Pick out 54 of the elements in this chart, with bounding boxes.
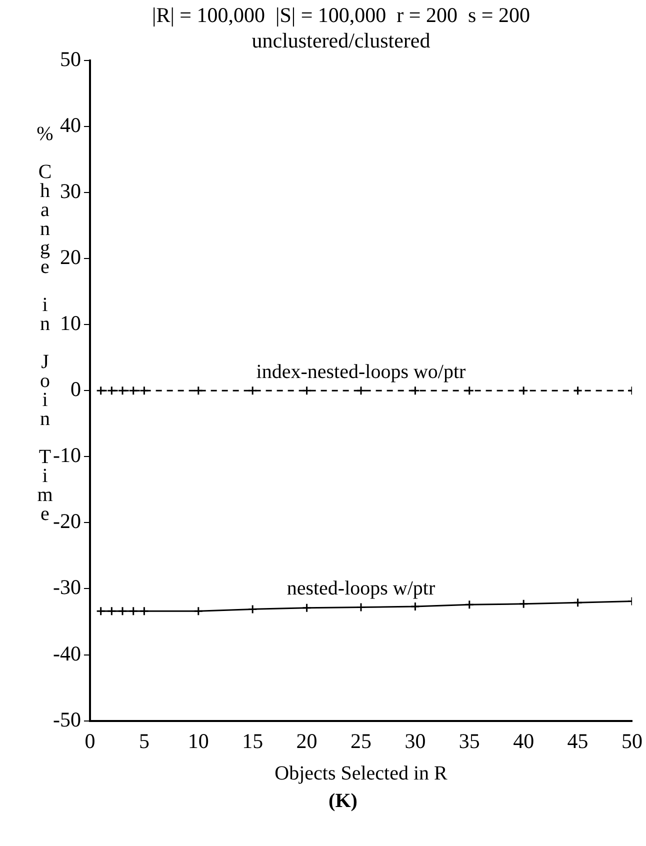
x-tick-label: 10 <box>188 728 209 753</box>
point <box>518 386 528 396</box>
y-tick-label: 40 <box>60 112 81 137</box>
y-tick-label: 0 <box>70 377 81 402</box>
point <box>410 602 420 612</box>
point <box>118 606 128 616</box>
x-tick-label: 40 <box>513 728 534 753</box>
text: % Change in Join Time <box>36 123 54 525</box>
point <box>194 386 204 396</box>
point <box>410 386 420 396</box>
point <box>573 598 583 608</box>
text: (K) <box>328 790 358 813</box>
point <box>128 606 138 616</box>
x-tick-label: 50 <box>622 728 642 753</box>
point <box>248 604 258 614</box>
point <box>118 386 128 396</box>
point <box>356 602 366 612</box>
point <box>194 606 204 616</box>
point <box>106 606 116 616</box>
point <box>464 386 474 396</box>
point <box>96 386 106 396</box>
x-tick-label: 45 <box>567 728 588 753</box>
y-tick-label: -30 <box>52 575 81 600</box>
x-tick-label: 20 <box>296 728 318 753</box>
point <box>464 600 474 610</box>
point <box>518 599 528 609</box>
point <box>248 386 258 396</box>
x-tick-label: 30 <box>404 728 426 753</box>
x-axis-title: Objects Selected in R <box>274 762 448 784</box>
point <box>106 386 116 396</box>
point <box>356 386 366 396</box>
point <box>139 606 149 616</box>
series-label: nested-loops w/ptr <box>286 577 436 600</box>
point <box>139 386 149 396</box>
point <box>302 386 312 396</box>
y-tick-label: -40 <box>52 641 81 666</box>
chart-subtitle: unclustered/clustered <box>252 28 431 52</box>
x-tick-label: 15 <box>242 728 264 753</box>
chart-title: |R| = 100,000 |S| = 100,000 r = 200 s = 200 <box>152 3 530 28</box>
x-tick-label: 35 <box>458 728 480 753</box>
series-label: index-nested-loops wo/ptr <box>256 360 466 383</box>
y-tick-label: 10 <box>60 311 81 336</box>
x-tick-label: 25 <box>350 728 372 753</box>
y-tick-label: -20 <box>52 509 81 534</box>
point <box>96 606 106 616</box>
y-tick-label: 50 <box>60 46 81 71</box>
y-tick-label: 30 <box>60 178 81 203</box>
point <box>573 386 583 396</box>
x-tick-label: 5 <box>138 728 150 753</box>
y-tick-label: 20 <box>60 245 81 270</box>
y-tick-label: -50 <box>52 707 81 732</box>
point <box>128 386 138 396</box>
point <box>302 603 312 613</box>
y-tick-label: -10 <box>52 443 81 468</box>
